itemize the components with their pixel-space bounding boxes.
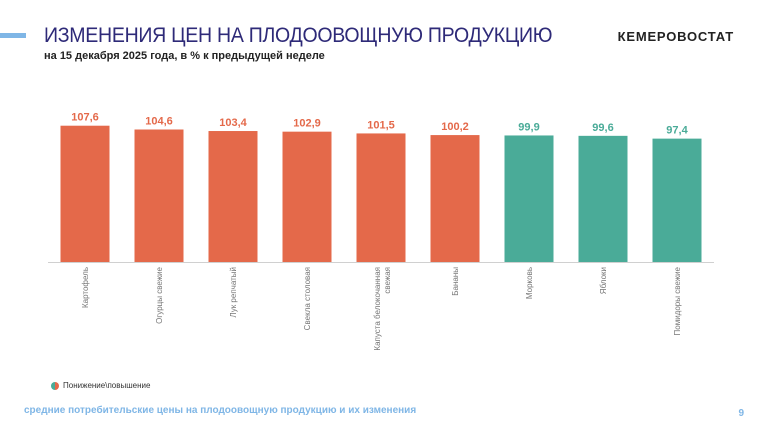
bar	[60, 125, 110, 262]
bar	[134, 129, 184, 262]
category-label: Картофель	[81, 267, 90, 308]
page-subtitle: на 15 декабря 2025 года, в % к предыдуще…	[44, 50, 325, 62]
data-label: 102,9	[293, 118, 321, 130]
bar	[652, 138, 702, 262]
category-label: Яблоки	[599, 267, 608, 294]
legend: Понижение\повышение	[51, 381, 150, 390]
footer-text: средние потребительские цены на плодоово…	[24, 405, 417, 416]
data-label: 107,6	[71, 112, 99, 124]
data-label: 104,6	[145, 116, 173, 128]
bar	[282, 131, 332, 262]
legend-marker	[51, 381, 59, 390]
category-label: Лук репчатый	[229, 267, 238, 318]
data-label: 101,5	[367, 119, 395, 131]
bar	[356, 133, 406, 262]
bar	[430, 135, 480, 262]
legend-label: Понижение\повышение	[63, 381, 151, 390]
data-label: 99,6	[592, 122, 613, 134]
category-label: Огурцы свежие	[155, 266, 164, 323]
bar	[208, 131, 258, 262]
category-label: Морковь	[525, 267, 534, 299]
category-label: Свекла столовая	[303, 267, 312, 330]
category-label: Капуста белокочаннаясвежая	[373, 267, 392, 351]
accent-bar	[0, 33, 26, 38]
data-label: 99,9	[518, 121, 539, 133]
brand-logo: КЕМЕРОВОСТАТ	[617, 29, 734, 44]
page-title: ИЗМЕНЕНИЯ ЦЕН НА ПЛОДООВОЩНУЮ ПРОДУКЦИЮ	[44, 24, 553, 47]
category-label: Бананы	[451, 267, 460, 296]
category-label: Помидоры свежие	[673, 266, 682, 335]
bar-chart: 107,6 Картофель 104,6 Огурцы свежие 103,4 Лук…	[48, 112, 714, 351]
bar	[504, 135, 554, 262]
bar	[578, 135, 628, 262]
page-number: 9	[738, 408, 744, 419]
data-label: 100,2	[441, 121, 469, 133]
data-label: 103,4	[219, 117, 247, 129]
data-label: 97,4	[666, 125, 688, 137]
